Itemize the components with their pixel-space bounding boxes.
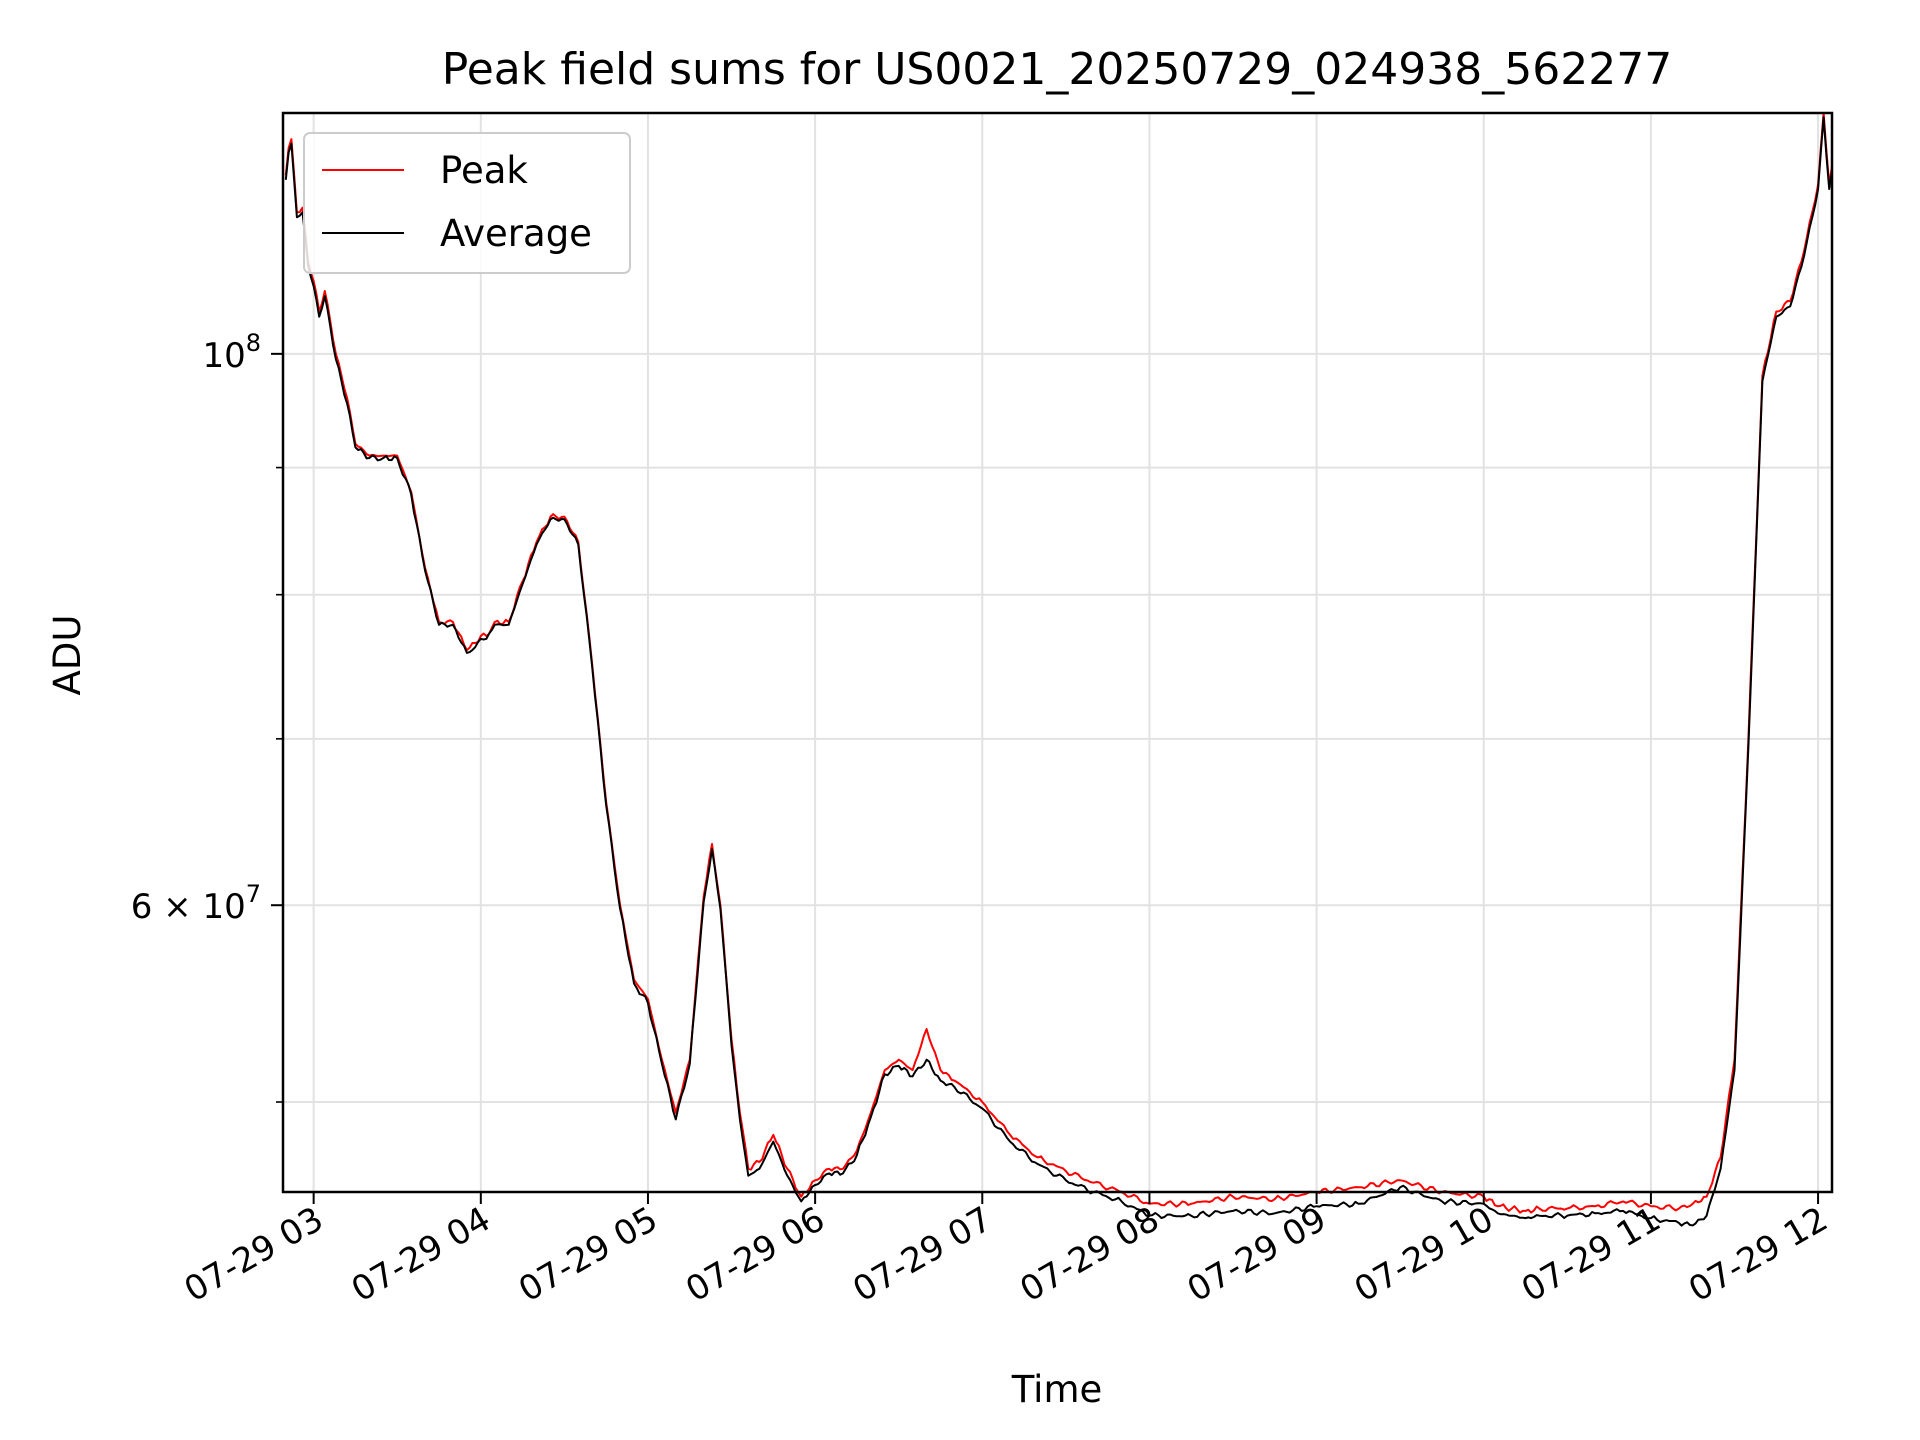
series-line-average	[284, 116, 1833, 1227]
legend-label-average: Average	[440, 212, 592, 255]
legend: Peak Average	[303, 132, 631, 274]
y-axis-label: ADU	[46, 615, 89, 696]
series-lines	[284, 112, 1833, 1227]
y-tick-label: 108	[202, 329, 261, 376]
x-axis-label: Time	[1011, 1368, 1103, 1411]
y-tick-label: 6 × 107	[131, 880, 261, 927]
legend-label-peak: Peak	[440, 149, 528, 192]
plot-frame	[281, 111, 1834, 1194]
legend-box	[303, 132, 631, 274]
chart-title: Peak field sums for US0021_20250729_0249…	[442, 44, 1672, 95]
grid-lines	[283, 113, 1832, 1192]
